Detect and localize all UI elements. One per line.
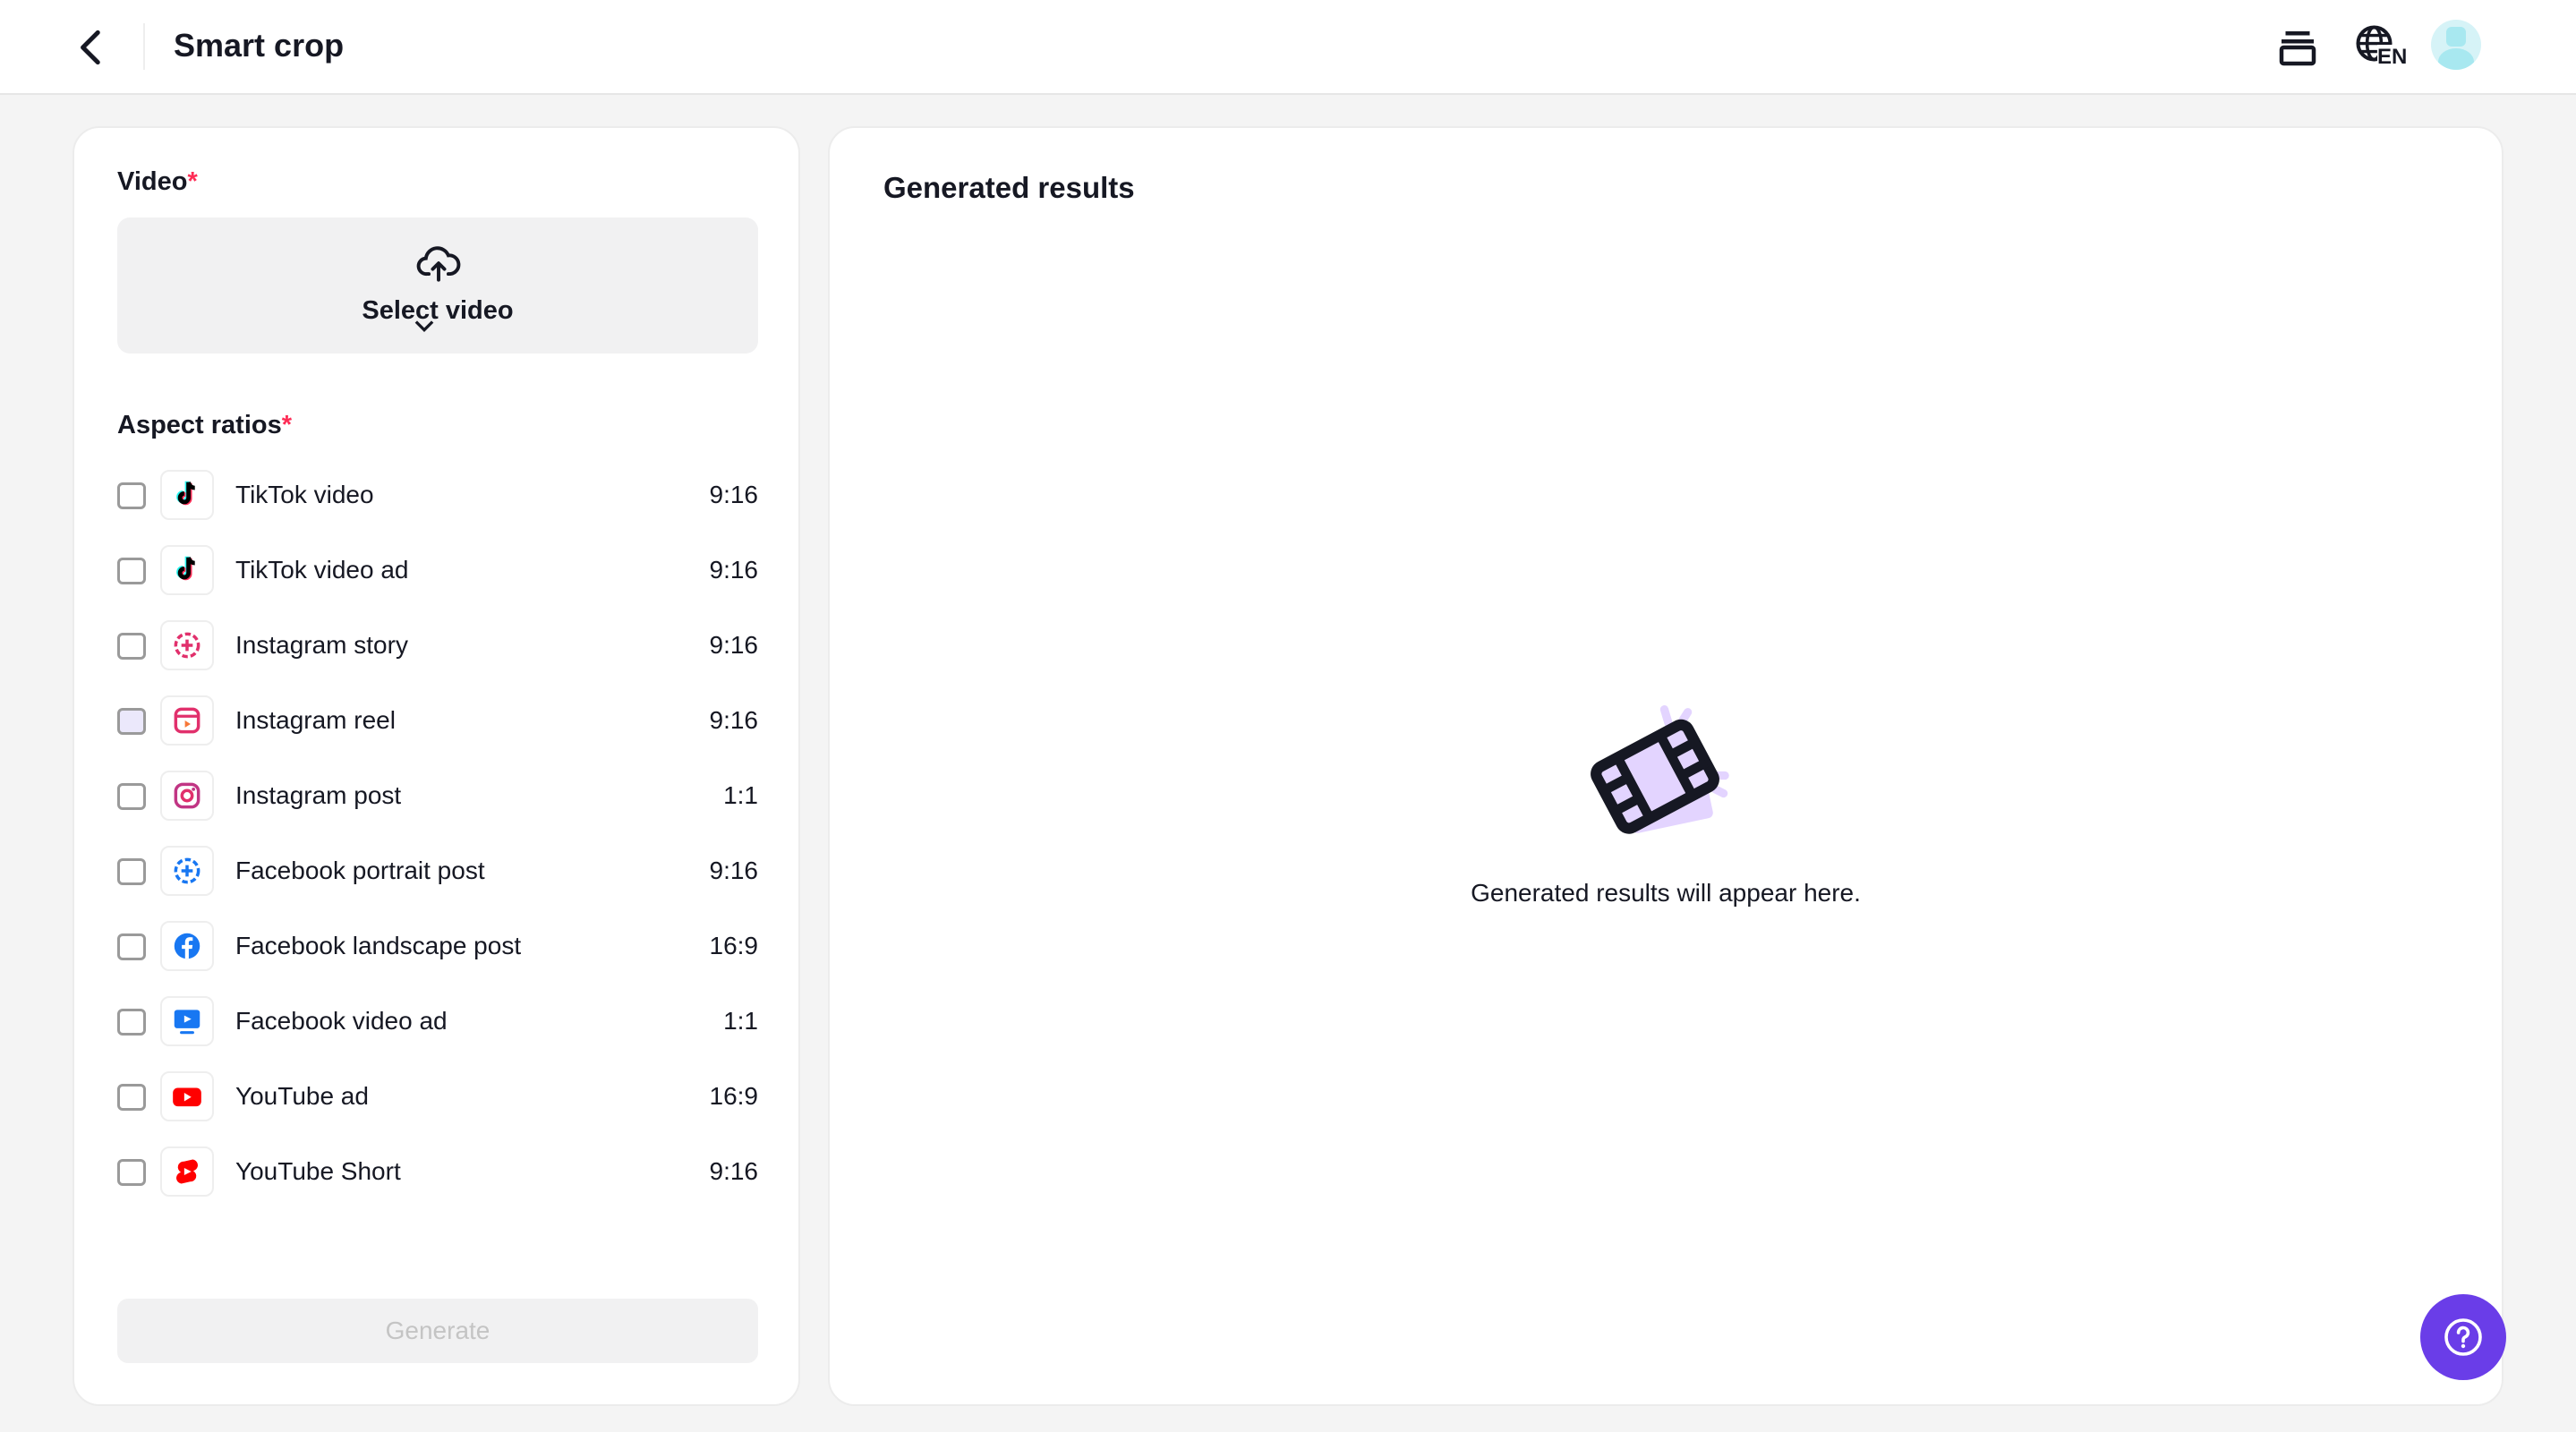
film-illustration-icon bbox=[1591, 705, 1729, 834]
aspect-ratio-option[interactable]: Instagram reel 9:16 bbox=[117, 694, 758, 747]
aspect-ratio-option[interactable]: Facebook landscape post 16:9 bbox=[117, 919, 758, 973]
settings-panel: Video* Select video Aspect ratios* TikTo… bbox=[73, 126, 869, 1406]
aspect-ratio-option[interactable]: Instagram story 9:16 bbox=[117, 618, 758, 672]
aspect-ratio-option[interactable]: TikTok video ad 9:16 bbox=[117, 543, 758, 597]
instagram-icon bbox=[174, 782, 200, 809]
option-ratio: 9:16 bbox=[709, 706, 759, 734]
option-label: YouTube Short bbox=[235, 1157, 401, 1185]
help-button[interactable] bbox=[2420, 1294, 2506, 1380]
platform-icon-box bbox=[160, 921, 214, 971]
option-label: YouTube ad bbox=[235, 1082, 369, 1110]
platform-icon-box bbox=[160, 545, 214, 595]
aspect-ratio-option[interactable]: YouTube ad 16:9 bbox=[117, 1070, 758, 1123]
aspect-ratio-option[interactable]: YouTube Short 9:16 bbox=[117, 1145, 758, 1198]
divider bbox=[143, 23, 145, 70]
tiktok-icon bbox=[176, 481, 195, 506]
platform-icon-box bbox=[160, 470, 214, 520]
option-ratio: 9:16 bbox=[709, 631, 759, 659]
generate-button[interactable]: Generate bbox=[117, 1299, 758, 1363]
aspect-ratios-label: Aspect ratios* bbox=[117, 411, 293, 439]
facebook-icon bbox=[174, 933, 200, 959]
instagram-story-icon bbox=[174, 632, 200, 659]
checkbox[interactable] bbox=[117, 482, 146, 509]
option-label: Instagram story bbox=[235, 631, 408, 659]
select-video-button[interactable]: Select video bbox=[117, 217, 758, 354]
option-ratio: 9:16 bbox=[709, 556, 759, 584]
option-ratio: 16:9 bbox=[709, 932, 759, 959]
platform-icon-box bbox=[160, 771, 214, 821]
option-label: Facebook landscape post bbox=[235, 932, 522, 959]
aspect-ratio-option[interactable]: Facebook video ad 1:1 bbox=[117, 994, 758, 1048]
checkbox[interactable] bbox=[117, 933, 146, 960]
checkbox[interactable] bbox=[117, 783, 146, 810]
option-ratio: 9:16 bbox=[709, 481, 759, 508]
youtube-icon bbox=[173, 1087, 201, 1107]
back-arrow-icon[interactable] bbox=[70, 25, 115, 70]
chevron-down-icon bbox=[414, 320, 434, 333]
empty-state: Generated results will appear here. bbox=[830, 683, 2502, 908]
option-ratio: 1:1 bbox=[723, 781, 758, 809]
checkbox[interactable] bbox=[117, 858, 146, 885]
checkbox[interactable] bbox=[117, 558, 146, 584]
globe-icon bbox=[2356, 25, 2393, 62]
platform-icon-box bbox=[160, 1146, 214, 1197]
cloud-upload-icon bbox=[416, 246, 461, 282]
instagram-reel-icon bbox=[174, 707, 200, 734]
results-title: Generated results bbox=[883, 171, 1135, 204]
empty-message: Generated results will appear here. bbox=[1471, 879, 1861, 907]
page-title: Smart crop bbox=[174, 27, 345, 64]
checkbox[interactable] bbox=[117, 708, 146, 735]
checkbox[interactable] bbox=[117, 633, 146, 660]
results-panel: Generated results Generated results will… bbox=[828, 126, 2503, 1406]
option-label: Instagram reel bbox=[235, 706, 396, 734]
platform-icon-box bbox=[160, 695, 214, 746]
youtube-shorts-icon bbox=[176, 1159, 198, 1184]
option-label: Instagram post bbox=[235, 781, 402, 809]
aspect-ratio-option[interactable]: Instagram post 1:1 bbox=[117, 769, 758, 823]
layers-icon[interactable] bbox=[2273, 23, 2322, 72]
avatar[interactable] bbox=[2431, 20, 2481, 70]
checkbox[interactable] bbox=[117, 1159, 146, 1186]
platform-icon-box bbox=[160, 846, 214, 896]
platform-icon-box bbox=[160, 620, 214, 670]
aspect-ratio-option[interactable]: TikTok video 9:16 bbox=[117, 468, 758, 522]
tiktok-icon bbox=[176, 556, 195, 581]
language-button[interactable]: EN bbox=[2354, 23, 2408, 72]
platform-icon-box bbox=[160, 996, 214, 1046]
platform-icon-box bbox=[160, 1071, 214, 1121]
option-label: TikTok video ad bbox=[235, 556, 409, 584]
option-label: Facebook video ad bbox=[235, 1007, 448, 1035]
checkbox[interactable] bbox=[117, 1009, 146, 1036]
aspect-ratio-option[interactable]: Facebook portrait post 9:16 bbox=[117, 844, 758, 898]
option-ratio: 9:16 bbox=[709, 1157, 759, 1185]
option-ratio: 1:1 bbox=[723, 1007, 758, 1035]
option-label: Facebook portrait post bbox=[235, 857, 485, 884]
video-label: Video* bbox=[117, 167, 198, 196]
option-label: TikTok video bbox=[235, 481, 374, 508]
language-code: EN bbox=[2377, 45, 2408, 70]
facebook-video-icon bbox=[174, 1010, 200, 1035]
checkbox[interactable] bbox=[117, 1084, 146, 1111]
option-ratio: 16:9 bbox=[709, 1082, 759, 1110]
select-video-label: Select video bbox=[362, 296, 514, 325]
facebook-story-icon bbox=[174, 857, 200, 884]
question-icon bbox=[2444, 1318, 2482, 1356]
header: Smart crop EN bbox=[0, 0, 2576, 95]
option-ratio: 9:16 bbox=[709, 857, 759, 884]
